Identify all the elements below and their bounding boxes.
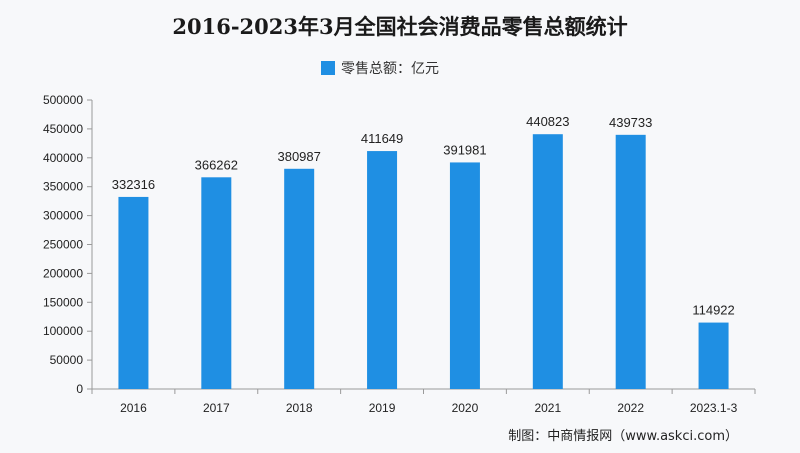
y-tick-label: 350000 — [43, 180, 83, 194]
data-label: 114922 — [692, 303, 734, 318]
bar — [615, 134, 646, 389]
y-tick-label: 250000 — [43, 238, 83, 252]
legend-label: 零售总额：亿元 — [341, 61, 439, 77]
x-tick-label: 2017 — [203, 401, 230, 415]
y-tick-label: 400000 — [43, 151, 83, 165]
y-tick-label: 450000 — [43, 122, 83, 136]
bar — [201, 177, 232, 389]
bar — [698, 322, 729, 389]
x-tick-label: 2020 — [452, 401, 479, 415]
data-label: 440823 — [526, 114, 569, 129]
x-tick-label: 2023.1-3 — [690, 401, 738, 415]
y-tick-label: 150000 — [43, 295, 83, 309]
x-tick-label: 2021 — [534, 401, 561, 415]
data-label: 366262 — [195, 157, 238, 172]
bar — [532, 134, 563, 389]
source-note: 制图：中商情报网（www.askci.com） — [508, 429, 738, 444]
y-axis: 0 50000 100000 150000 200000 250000 300000 3500… — [43, 93, 93, 396]
x-tick-label: 2022 — [617, 401, 644, 415]
y-tick-label: 200000 — [43, 266, 83, 280]
x-tick-label: 2016 — [120, 401, 147, 415]
x-tick-label: 2018 — [286, 401, 313, 415]
y-tick-label: 100000 — [43, 324, 83, 338]
y-tick-label: 50000 — [50, 353, 84, 367]
bar — [449, 162, 480, 389]
bar — [118, 196, 149, 389]
bars — [118, 134, 729, 389]
bar — [367, 151, 398, 389]
legend-swatch — [321, 61, 335, 75]
data-label: 439733 — [609, 115, 652, 130]
data-label: 391981 — [443, 142, 486, 157]
data-label: 380987 — [277, 149, 320, 164]
y-tick-label: 300000 — [43, 209, 83, 223]
chart-title: 2016-2023年3月全国社会消费品零售总额统计 — [172, 14, 627, 39]
x-tick-label: 2019 — [369, 401, 396, 415]
data-label: 332316 — [112, 177, 155, 192]
y-tick-label: 0 — [76, 382, 83, 396]
data-labels: 332316 366262 380987 411649 391981 440823 4397… — [112, 114, 735, 317]
x-axis: 2016 2017 2018 2019 2020 2021 2022 2023.1-3 — [91, 388, 756, 415]
legend: 零售总额：亿元 — [321, 61, 439, 77]
y-tick-label: 500000 — [43, 93, 83, 107]
data-label: 411649 — [361, 131, 403, 146]
bar — [284, 168, 315, 389]
